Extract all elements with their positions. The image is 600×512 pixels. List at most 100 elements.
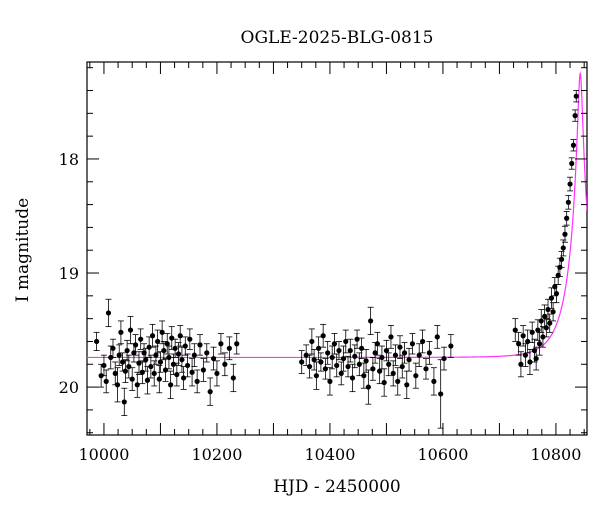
data-point: [374, 331, 381, 356]
data-point: [567, 176, 574, 192]
data-point: [447, 334, 454, 358]
data-point: [119, 352, 126, 372]
data-point: [159, 320, 166, 345]
data-point: [342, 329, 349, 354]
data-point: [546, 313, 553, 333]
data-point: [298, 350, 305, 374]
data-point: [93, 331, 100, 351]
x-tick-label: 10800: [530, 445, 581, 464]
data-point: [213, 360, 220, 387]
data-point: [356, 352, 363, 377]
y-tick-label: 19: [59, 264, 79, 283]
data-point: [331, 333, 338, 355]
data-point: [315, 336, 322, 361]
data-point: [221, 352, 228, 377]
data-point: [422, 358, 429, 380]
x-tick-label: 10400: [304, 445, 355, 464]
data-point: [233, 333, 240, 355]
data-point: [517, 351, 524, 378]
data-point: [160, 341, 167, 361]
y-axis: 18 19 20: [59, 67, 587, 434]
x-tick-label: 10000: [78, 445, 129, 464]
data-point: [311, 349, 318, 371]
data-point: [419, 329, 426, 354]
data-point: [164, 333, 171, 355]
data-point: [338, 361, 345, 386]
data-point: [430, 367, 437, 396]
data-point: [378, 345, 385, 370]
data-point: [127, 315, 134, 345]
data-point: [154, 329, 161, 354]
data-point: [178, 346, 185, 373]
data-point: [565, 195, 572, 210]
y-axis-label: I magnitude: [13, 198, 33, 302]
data-point: [548, 287, 555, 309]
data-point: [369, 357, 376, 381]
data-point: [184, 353, 191, 378]
data-point: [121, 387, 128, 417]
chart-title: OGLE-2025-BLG-0815: [241, 28, 434, 48]
data-point: [100, 354, 107, 377]
data-point: [399, 354, 406, 379]
data-point: [157, 351, 164, 373]
data-point: [129, 367, 136, 391]
data-point: [426, 341, 433, 365]
y-tick-label: 20: [59, 378, 79, 397]
y-tick-label: 18: [59, 150, 79, 169]
data-point: [125, 354, 132, 379]
data-point: [194, 369, 201, 394]
data-point: [117, 320, 124, 345]
data-point: [124, 339, 131, 362]
data-point: [572, 109, 579, 122]
x-axis: 10000 10200 10400 10600 10800: [78, 62, 585, 464]
data-point: [381, 368, 388, 397]
data-point: [230, 363, 237, 393]
data-point: [403, 370, 410, 399]
data-point: [191, 343, 198, 367]
data-point: [144, 366, 151, 395]
model-curve: [87, 71, 587, 359]
data-point: [333, 353, 340, 378]
data-point: [570, 139, 577, 152]
data-point: [326, 367, 333, 396]
data-point: [210, 346, 217, 371]
data-point: [349, 363, 356, 393]
data-point: [550, 302, 557, 322]
data-point: [186, 328, 193, 350]
data-point: [441, 346, 448, 371]
data-point: [116, 344, 123, 366]
data-point: [196, 334, 203, 356]
data-point: [103, 369, 110, 394]
data-point: [137, 328, 144, 350]
data-point: [320, 323, 327, 348]
data-point: [156, 365, 163, 394]
data-point: [573, 90, 580, 103]
x-tick-label: 10200: [191, 445, 242, 464]
data-point: [412, 362, 419, 389]
data-point: [182, 336, 189, 356]
data-point: [416, 343, 423, 367]
data-point: [568, 157, 575, 170]
data-point: [306, 354, 313, 379]
data-point: [347, 338, 354, 363]
data-point: [149, 323, 156, 348]
data-point: [335, 341, 342, 361]
data-point: [152, 345, 159, 365]
data-point: [134, 371, 141, 398]
data-point: [105, 298, 112, 328]
data-point: [147, 354, 154, 379]
data-point: [217, 333, 224, 355]
data-point: [180, 366, 187, 390]
data-point: [122, 359, 129, 383]
data-point: [162, 358, 169, 382]
plot-area: [86, 61, 588, 436]
data-point: [345, 355, 352, 378]
data-point: [203, 343, 210, 363]
data-point: [207, 377, 214, 406]
data-point: [526, 349, 533, 375]
data-point: [512, 318, 519, 342]
plot-frame: [86, 61, 588, 436]
data-point: [561, 225, 568, 243]
data-point: [200, 358, 207, 382]
